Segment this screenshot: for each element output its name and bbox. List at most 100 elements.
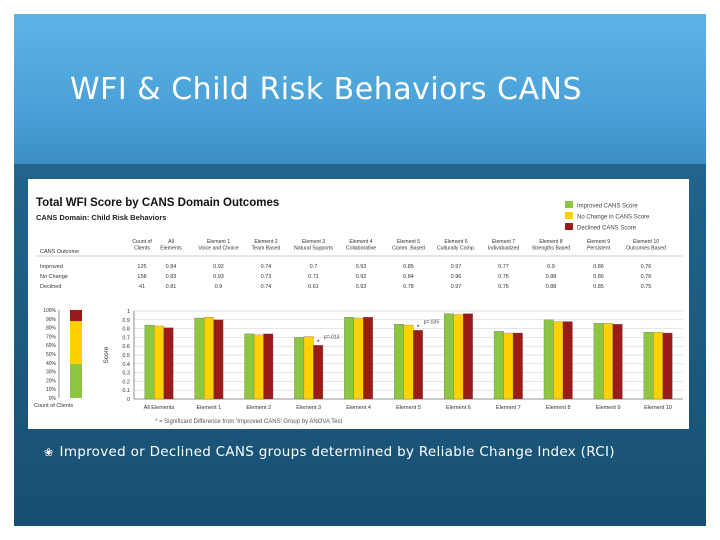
count-axis-tick-label: 70% (46, 334, 57, 340)
table-cell: 0.85 (593, 284, 604, 290)
table-cell: 0.85 (403, 264, 414, 270)
count-axis-tick-label: 40% (46, 361, 57, 367)
table-cell-count: 125 (137, 264, 146, 270)
count-axis-tick-label: 20% (46, 378, 57, 384)
bar (194, 317, 205, 400)
table-outcome-header: CANS Outcome (40, 249, 79, 255)
bar (593, 323, 604, 400)
y-axis-tick-label: 0.6 (122, 344, 130, 350)
significance-asterisk: * (317, 339, 320, 346)
y-axis-tick-label: 0.4 (122, 362, 130, 368)
chart-footnote: * = Significant Difference from 'Improve… (155, 419, 343, 425)
table-cell: 0.9 (215, 284, 223, 290)
count-bar-segment (70, 310, 82, 322)
y-axis-tick-label: 0.9 (122, 318, 130, 324)
table-cell: 0.86 (593, 274, 604, 280)
legend-swatch-no-change (565, 212, 573, 219)
x-axis-tick-label: Element 5 (396, 405, 421, 411)
legend: Improved CANS Score No Change in CANS Sc… (565, 201, 650, 232)
table-cell: 0.88 (546, 284, 557, 290)
table-cell: 0.78 (403, 284, 414, 290)
table-cell: 0.84 (403, 274, 414, 280)
bar (603, 323, 614, 400)
table-cell: 0.71 (308, 274, 319, 280)
count-axis-tick-label: 50% (46, 352, 57, 358)
legend-label-no-change: No Change in CANS Score (577, 215, 650, 221)
bullet-item: ❀ Improved or Declined CANS groups determ… (44, 444, 615, 460)
count-axis-tick-label: 90% (46, 317, 57, 323)
table-cell: 0.92 (356, 274, 367, 280)
bar (313, 345, 324, 400)
table-row-label: Declined (40, 284, 61, 290)
y-axis-tick-label: 0.5 (122, 353, 130, 359)
x-axis-tick-label: Element 7 (496, 405, 521, 411)
y-axis-tick-label: 0.2 (122, 379, 130, 385)
table-cell: 0.93 (356, 264, 367, 270)
bar (144, 324, 155, 400)
table-cell: 0.84 (166, 264, 177, 270)
table-column-header: Element 8 Strengths Based (532, 239, 570, 252)
legend-swatch-declined (565, 223, 573, 230)
x-axis-tick-label: All Elements (144, 405, 175, 411)
bar (394, 324, 404, 400)
score-bar-chart: 0 0.1 0.2 0.3 0.4 0.5 0.6 0.7 0.8 0.9 1 Score All El… (103, 309, 683, 411)
x-axis-tick-label: Element 6 (446, 405, 471, 411)
significance-annotation: p=.035 (424, 319, 440, 325)
bar (303, 336, 314, 400)
table-cell: 0.92 (213, 264, 224, 270)
bar (503, 332, 514, 400)
chart-title: Total WFI Score by CANS Domain Outcomes (36, 197, 279, 209)
x-axis-tick-label: Element 2 (246, 405, 271, 411)
y-axis-tick-label: 0.7 (122, 335, 130, 341)
table-column-header: Element 9 Persistent (587, 239, 611, 252)
bar (344, 317, 354, 400)
y-axis-tick-label: 0.8 (122, 327, 130, 333)
table-cell: 0.74 (261, 284, 272, 290)
bar (562, 321, 573, 400)
bar (653, 331, 663, 400)
chart-subtitle: CANS Domain: Child Risk Behaviors (36, 213, 166, 222)
table-column-header: Element 4 Collaborative (346, 239, 376, 252)
bar (543, 319, 554, 400)
table-cell: 0.93 (356, 284, 367, 290)
count-bar-segment (70, 364, 82, 398)
y-axis-tick-label: 1 (127, 309, 130, 315)
bar (413, 330, 423, 400)
table-cell: 0.86 (593, 264, 604, 270)
table-cell: 0.83 (166, 274, 177, 280)
count-chart-label: Count of Clients (34, 403, 73, 409)
significance-annotation: p=.013 (324, 334, 340, 340)
bar (263, 333, 274, 400)
x-axis-tick-label: Element 1 (196, 405, 221, 411)
table-cell-count: 158 (137, 274, 146, 280)
bar (363, 317, 373, 400)
table-cell-count: 41 (139, 284, 145, 290)
table-column-header: Count of Clients (132, 239, 152, 252)
table-cell: 0.74 (261, 264, 272, 270)
count-axis-tick-label: 100% (43, 308, 56, 314)
table-cell: 0.96 (451, 274, 462, 280)
table-cell: 0.88 (546, 274, 557, 280)
bar (244, 333, 255, 400)
bar (163, 327, 174, 400)
table-cell: 0.75 (641, 284, 652, 290)
bar (493, 331, 504, 400)
chart-panel: Total WFI Score by CANS Domain Outcomes … (28, 179, 689, 429)
y-axis-label: Score (103, 346, 110, 363)
flower-bullet-icon: ❀ (44, 446, 54, 459)
count-of-clients-chart: 0% 10% 20% 30% 40% 50% 60% 70% 80% 90% 100% Count o… (34, 308, 82, 409)
bar (294, 337, 305, 400)
legend-swatch-improved (565, 201, 573, 208)
count-axis-tick-label: 80% (46, 326, 57, 332)
table-row-label: No Change (40, 274, 68, 280)
table-column-header: Element 1 Voice and Choice (198, 239, 238, 252)
table-cell: 0.75 (498, 274, 509, 280)
data-table: Count of Clients All Elements Element 1 Voice… (36, 239, 683, 290)
table-row-label: Improved (40, 264, 63, 270)
y-axis-tick-label: 0.3 (122, 371, 130, 377)
legend-label-declined: Declined CANS Score (577, 226, 637, 232)
x-axis-tick-label: Element 8 (546, 405, 571, 411)
table-cell: 0.81 (166, 284, 177, 290)
bar (353, 317, 364, 400)
legend-label-improved: Improved CANS Score (577, 204, 638, 210)
